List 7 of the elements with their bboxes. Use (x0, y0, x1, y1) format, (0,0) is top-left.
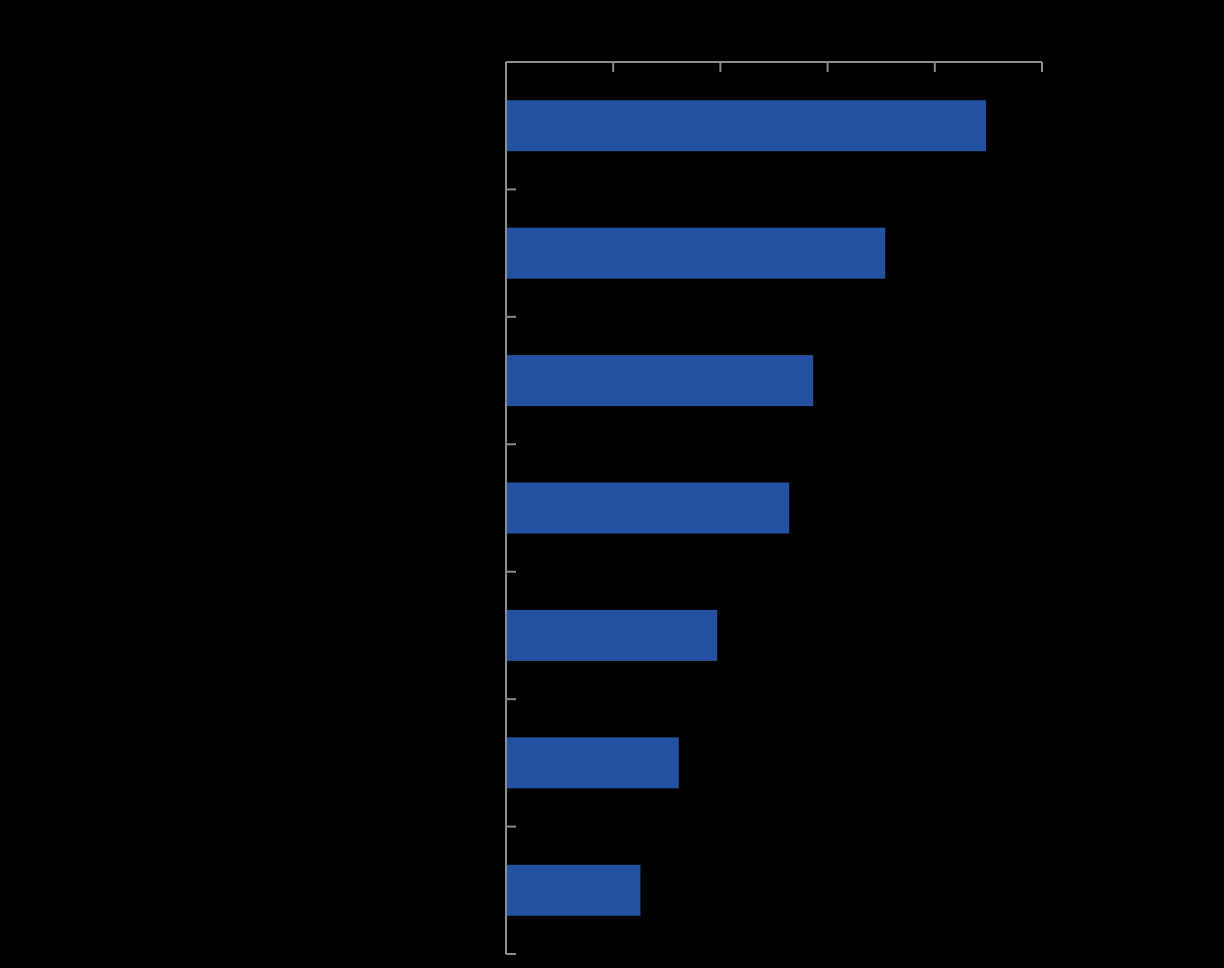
bar (506, 482, 790, 534)
bar (506, 864, 641, 916)
bar (506, 227, 886, 279)
bar (506, 100, 986, 152)
bar (506, 355, 814, 407)
bar (506, 737, 679, 789)
bar (506, 609, 718, 661)
